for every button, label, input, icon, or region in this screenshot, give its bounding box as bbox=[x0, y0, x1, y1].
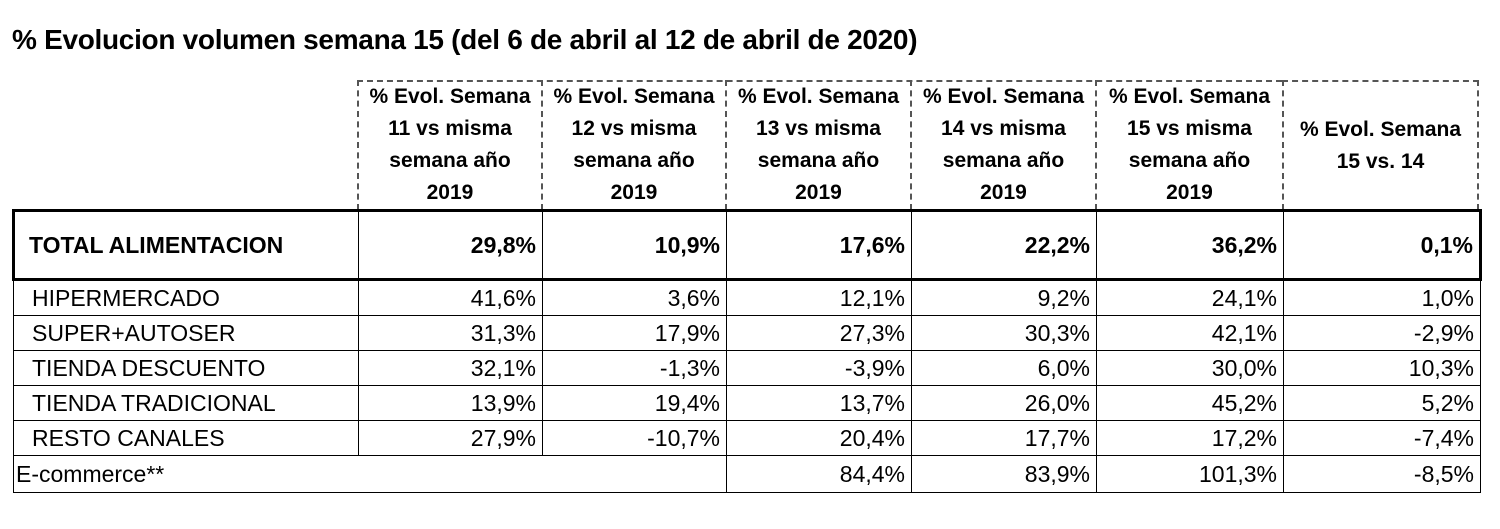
table-row-total: TOTAL ALIMENTACION 29,8% 10,9% 17,6% 22,… bbox=[12, 209, 1482, 281]
cell: 83,9% bbox=[911, 455, 1097, 493]
table-row: RESTO CANALES 27,9% -10,7% 20,4% 17,7% 1… bbox=[13, 420, 1481, 456]
cell: 42,1% bbox=[1096, 315, 1284, 351]
cell: 0,1% bbox=[1283, 209, 1482, 281]
table-row: SUPER+AUTOSER 31,3% 17,9% 27,3% 30,3% 42… bbox=[13, 315, 1481, 351]
table-row: TIENDA DESCUENTO 32,1% -1,3% -3,9% 6,0% … bbox=[13, 350, 1481, 386]
cell: 22,2% bbox=[911, 209, 1097, 281]
row-label: RESTO CANALES bbox=[13, 420, 359, 456]
cell: 9,2% bbox=[911, 279, 1097, 316]
cell: 45,2% bbox=[1096, 385, 1284, 421]
cell: -1,3% bbox=[542, 350, 727, 386]
cell: 17,6% bbox=[726, 209, 912, 281]
table-row: TIENDA TRADICIONAL 13,9% 19,4% 13,7% 26,… bbox=[13, 385, 1481, 421]
column-header-label: % Evol. Semana 14 vs misma semana año 20… bbox=[922, 85, 1085, 204]
cell: 1,0% bbox=[1283, 279, 1481, 316]
cell: 17,7% bbox=[911, 420, 1097, 456]
cell: 84,4% bbox=[726, 455, 912, 493]
row-label: TIENDA DESCUENTO bbox=[13, 350, 359, 386]
cell: 5,2% bbox=[1283, 385, 1481, 421]
row-label: E-commerce** bbox=[13, 455, 727, 493]
cell: 13,7% bbox=[726, 385, 912, 421]
cell: 20,4% bbox=[726, 420, 912, 456]
cell: -10,7% bbox=[542, 420, 727, 456]
column-header-label: % Evol. Semana 11 vs misma semana año 20… bbox=[369, 85, 531, 204]
page-title: % Evolucion volumen semana 15 (del 6 de … bbox=[12, 24, 918, 55]
row-label: SUPER+AUTOSER bbox=[13, 315, 359, 351]
cell: 10,9% bbox=[542, 209, 727, 281]
cell: -2,9% bbox=[1283, 315, 1481, 351]
cell: 12,1% bbox=[726, 279, 912, 316]
column-header-label: % Evol. Semana 15 vs misma semana año 20… bbox=[1108, 85, 1271, 204]
table-row-ecommerce: E-commerce** 84,4% 83,9% 101,3% -8,5% bbox=[13, 455, 1481, 493]
cell: 19,4% bbox=[542, 385, 727, 421]
cell: 27,9% bbox=[358, 420, 543, 456]
column-header-label: % Evol. Semana 13 vs misma semana año 20… bbox=[737, 85, 900, 204]
header-top-border bbox=[357, 80, 1282, 82]
cell: 3,6% bbox=[542, 279, 727, 316]
volume-evolution-table: TOTAL ALIMENTACION 29,8% 10,9% 17,6% 22,… bbox=[12, 209, 1482, 493]
column-header-week-13: % Evol. Semana 13 vs misma semana año 20… bbox=[725, 80, 910, 210]
cell: 31,3% bbox=[358, 315, 543, 351]
cell: 30,0% bbox=[1096, 350, 1284, 386]
column-header-week-14: % Evol. Semana 14 vs misma semana año 20… bbox=[910, 80, 1095, 210]
cell: -3,9% bbox=[726, 350, 912, 386]
column-header-week-11: % Evol. Semana 11 vs misma semana año 20… bbox=[357, 80, 541, 210]
cell: -7,4% bbox=[1283, 420, 1481, 456]
cell: -8,5% bbox=[1283, 455, 1481, 493]
column-header-label: % Evol. Semana 15 vs. 14 bbox=[1299, 118, 1462, 173]
cell: 26,0% bbox=[911, 385, 1097, 421]
cell: 24,1% bbox=[1096, 279, 1284, 316]
table-row: HIPERMERCADO 41,6% 3,6% 12,1% 9,2% 24,1%… bbox=[13, 279, 1481, 316]
cell: 10,3% bbox=[1283, 350, 1481, 386]
column-header-week-15-vs-14: % Evol. Semana 15 vs. 14 bbox=[1282, 80, 1479, 210]
row-label: TIENDA TRADICIONAL bbox=[13, 385, 359, 421]
cell: 41,6% bbox=[358, 279, 543, 316]
cell: 6,0% bbox=[911, 350, 1097, 386]
cell: 32,1% bbox=[358, 350, 543, 386]
cell: 29,8% bbox=[358, 209, 543, 281]
cell: 17,2% bbox=[1096, 420, 1284, 456]
cell: 17,9% bbox=[542, 315, 727, 351]
column-header-label: % Evol. Semana 12 vs misma semana año 20… bbox=[553, 85, 715, 204]
cell: 36,2% bbox=[1096, 209, 1284, 281]
column-header-week-15: % Evol. Semana 15 vs misma semana año 20… bbox=[1095, 80, 1282, 210]
cell: 13,9% bbox=[358, 385, 543, 421]
cell: 30,3% bbox=[911, 315, 1097, 351]
row-label: TOTAL ALIMENTACION bbox=[12, 209, 359, 281]
column-header-week-12: % Evol. Semana 12 vs misma semana año 20… bbox=[541, 80, 725, 210]
cell: 101,3% bbox=[1096, 455, 1284, 493]
cell: 27,3% bbox=[726, 315, 912, 351]
row-label: HIPERMERCADO bbox=[13, 279, 359, 316]
